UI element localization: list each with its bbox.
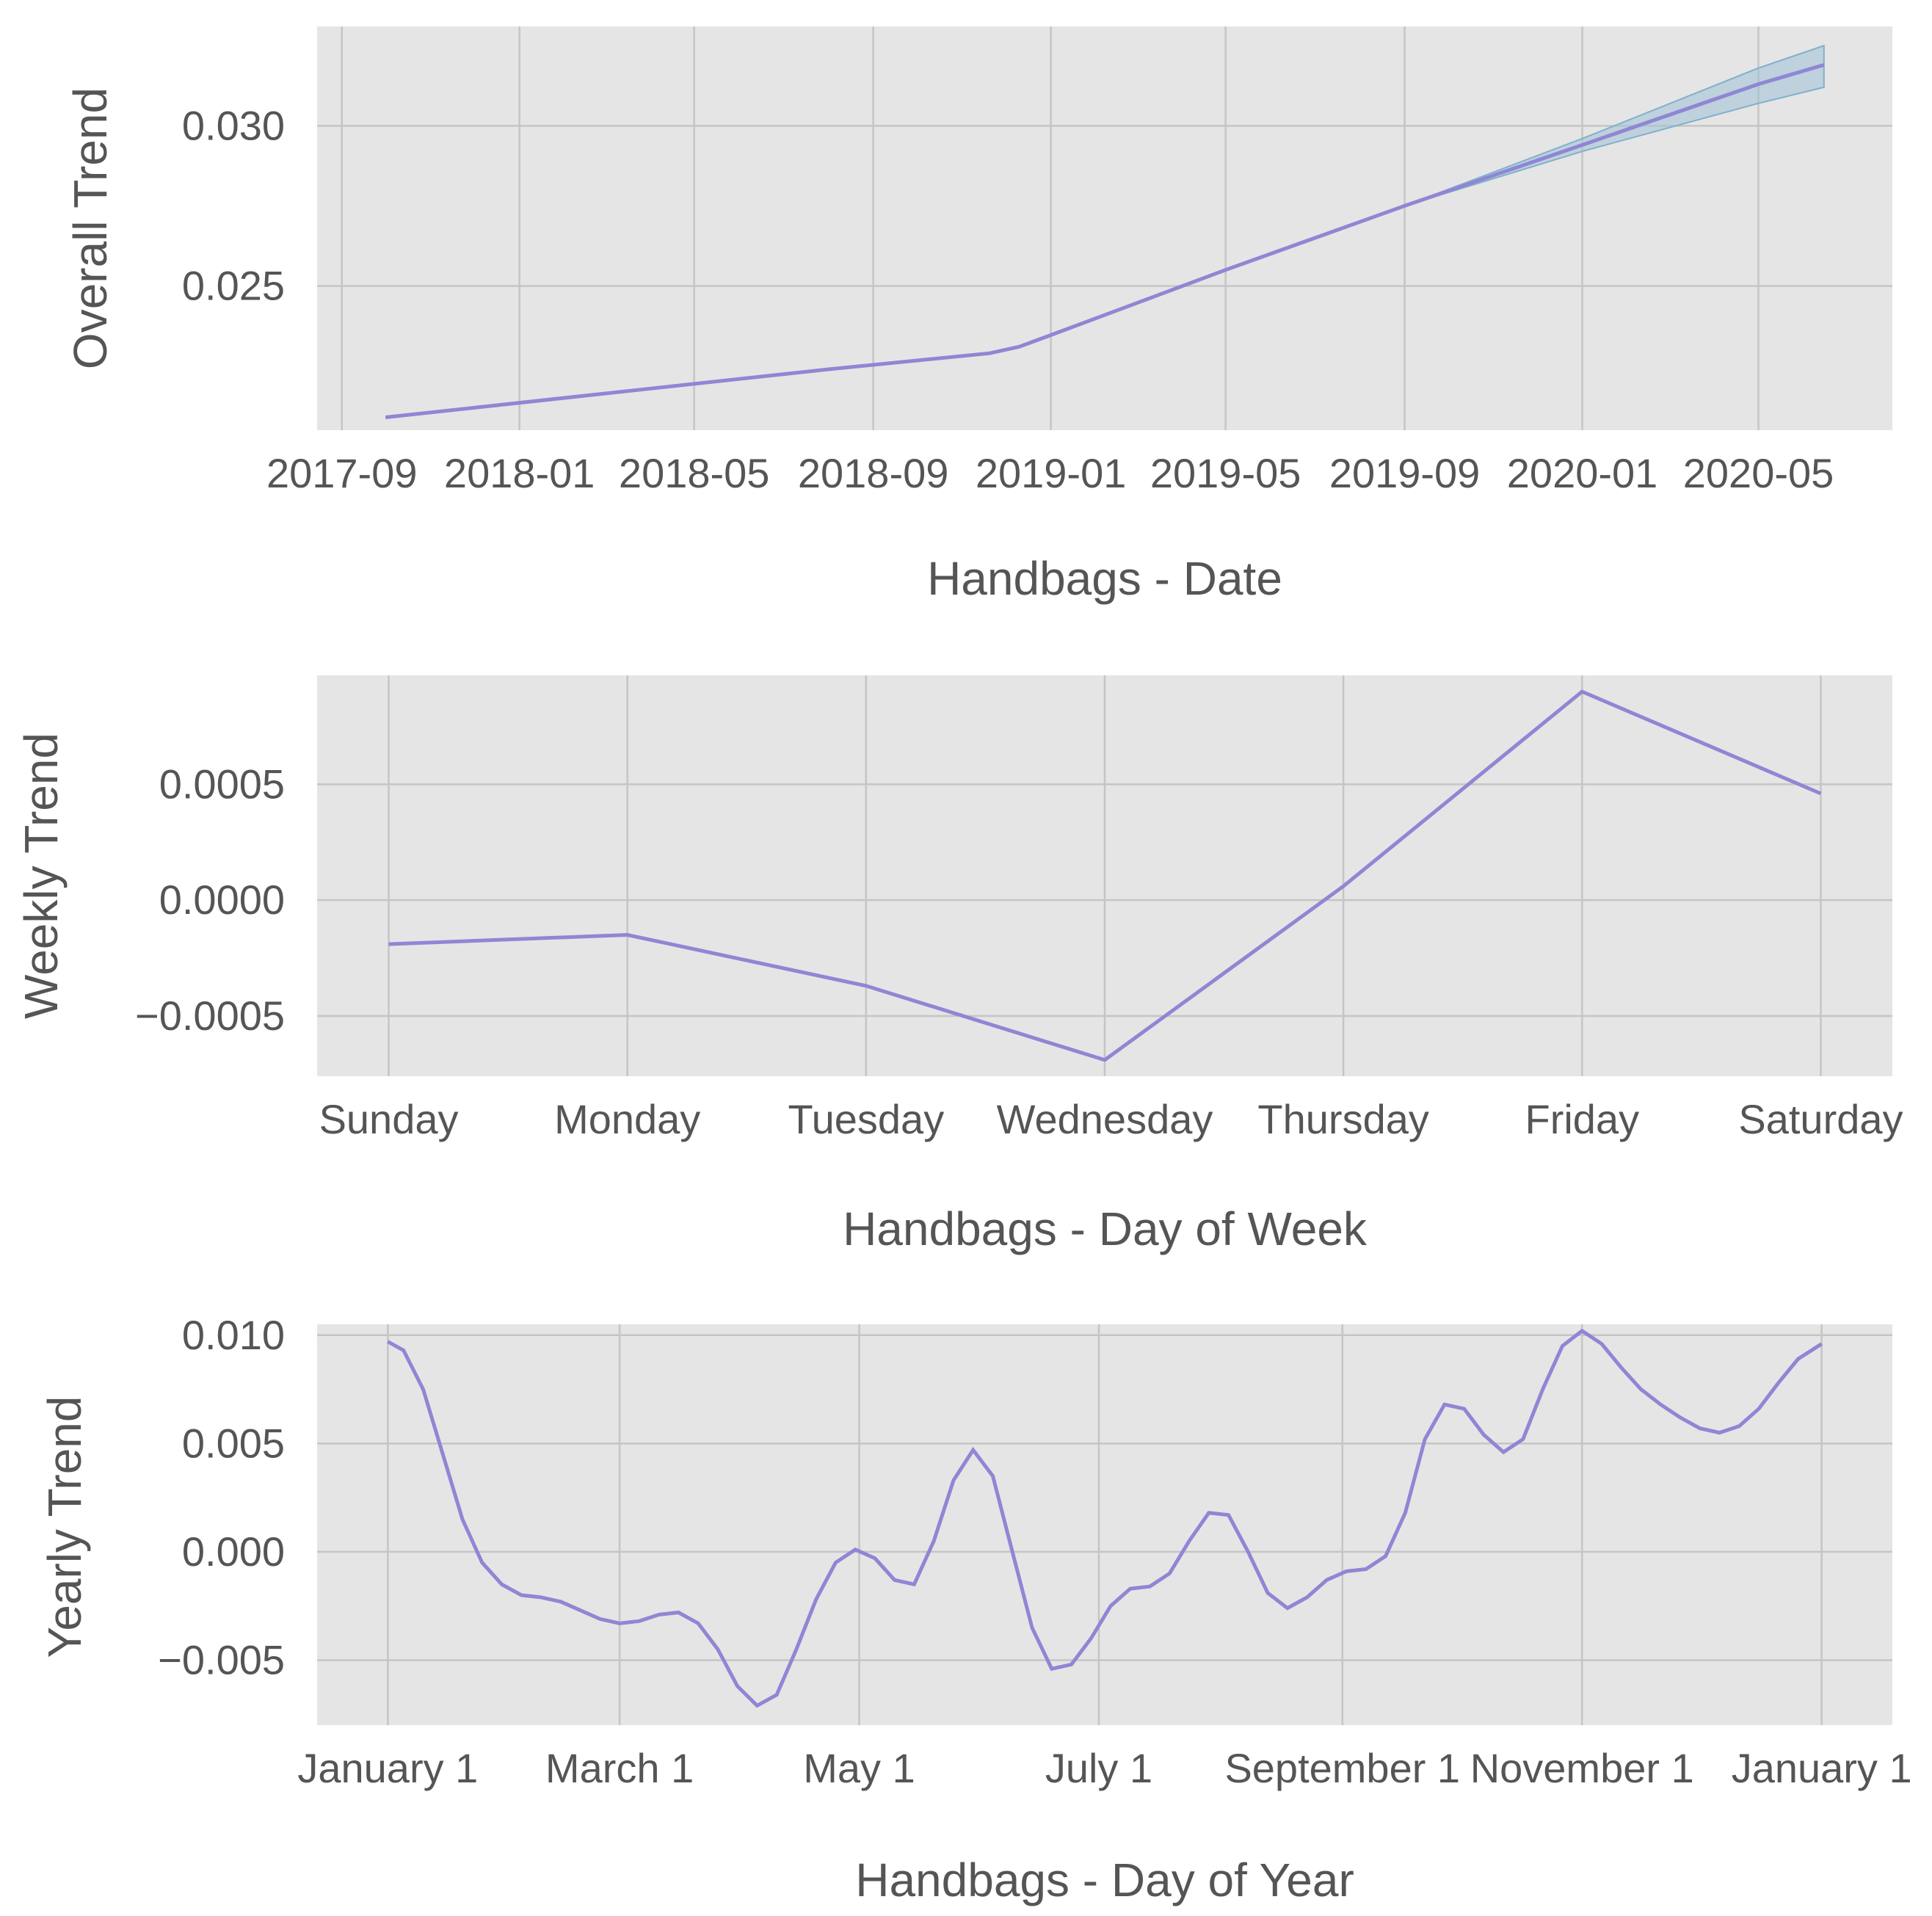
x-tick-label: 2020-05 <box>1683 450 1834 496</box>
x-tick-label: Sunday <box>319 1096 459 1142</box>
y-tick-label: 0.0005 <box>159 761 285 807</box>
x-tick-label: Wednesday <box>997 1096 1213 1142</box>
overall-trend-x-axis-label: Handbags - Date <box>927 552 1282 605</box>
overall-trend-x-tick-labels: 2017-09 2018-01 2018-05 2018-09 2019-01 2019-… <box>266 450 1834 496</box>
x-tick-label: 2019-05 <box>1150 450 1301 496</box>
weekly-trend-x-tick-labels: Sunday Monday Tuesday Wednesday Thursday Frid… <box>319 1096 1903 1142</box>
y-tick-label: 0.0000 <box>159 877 285 923</box>
x-tick-label: Saturday <box>1738 1096 1903 1142</box>
y-tick-label: −0.0005 <box>135 993 285 1039</box>
yearly-trend-x-axis-label: Handbags - Day of Year <box>855 1854 1354 1906</box>
x-tick-label: September 1 <box>1224 1745 1460 1791</box>
weekly-trend-y-axis-label: Weekly Trend <box>15 733 68 1019</box>
x-tick-label: 2019-01 <box>976 450 1127 496</box>
y-tick-label: 0.030 <box>182 102 285 148</box>
x-tick-label: January 1 <box>297 1745 478 1791</box>
yearly-trend-y-axis-label: Yearly Trend <box>38 1396 91 1658</box>
yearly-trend-y-tick-labels: −0.005 0.000 0.005 0.010 <box>158 1312 285 1683</box>
x-tick-label: Friday <box>1525 1096 1640 1142</box>
y-tick-label: 0.010 <box>182 1312 285 1358</box>
overall-trend-line <box>385 63 1825 419</box>
x-tick-label: Tuesday <box>788 1096 944 1142</box>
weekly-trend-line <box>388 689 1822 1062</box>
yearly-trend-grid <box>317 1324 1892 1725</box>
weekly-trend-y-tick-labels: −0.0005 0.0000 0.0005 <box>135 761 285 1039</box>
x-tick-label: 2018-09 <box>798 450 949 496</box>
weekly-trend-grid <box>317 675 1892 1076</box>
yearly-trend-plot-area <box>317 1324 1892 1725</box>
overall-trend-panel: 2017-09 2018-01 2018-05 2018-09 2019-01 2019-… <box>64 26 1892 605</box>
yearly-trend-x-tick-labels: January 1 March 1 May 1 July 1 September 1 No… <box>297 1745 1911 1791</box>
y-tick-label: 0.005 <box>182 1420 285 1466</box>
overall-trend-y-axis-label: Overall Trend <box>64 87 117 369</box>
weekly-trend-x-axis-label: Handbags - Day of Week <box>843 1202 1368 1255</box>
y-tick-label: −0.005 <box>158 1636 285 1683</box>
yearly-trend-panel: January 1 March 1 May 1 July 1 September 1 No… <box>38 1312 1912 1906</box>
x-tick-label: 2019-09 <box>1329 450 1481 496</box>
x-tick-label: 2020-01 <box>1507 450 1658 496</box>
x-tick-label: Thursday <box>1257 1096 1428 1142</box>
weekly-trend-panel: Sunday Monday Tuesday Wednesday Thursday Frid… <box>15 675 1903 1255</box>
x-tick-label: 2017-09 <box>266 450 418 496</box>
x-tick-label: May 1 <box>803 1745 915 1791</box>
x-tick-label: March 1 <box>545 1745 694 1791</box>
y-tick-label: 0.025 <box>182 263 285 309</box>
overall-trend-y-tick-labels: 0.025 0.030 <box>182 102 285 308</box>
overall-trend-plot-area <box>317 26 1892 430</box>
y-tick-label: 0.000 <box>182 1528 285 1575</box>
x-tick-label: 2018-05 <box>619 450 770 496</box>
x-tick-label: Monday <box>554 1096 700 1142</box>
x-tick-label: 2018-01 <box>444 450 595 496</box>
x-tick-label: January 1 <box>1732 1745 1912 1791</box>
x-tick-label: July 1 <box>1045 1745 1152 1791</box>
x-tick-label: November 1 <box>1470 1745 1694 1791</box>
yearly-trend-line <box>387 1328 1823 1708</box>
